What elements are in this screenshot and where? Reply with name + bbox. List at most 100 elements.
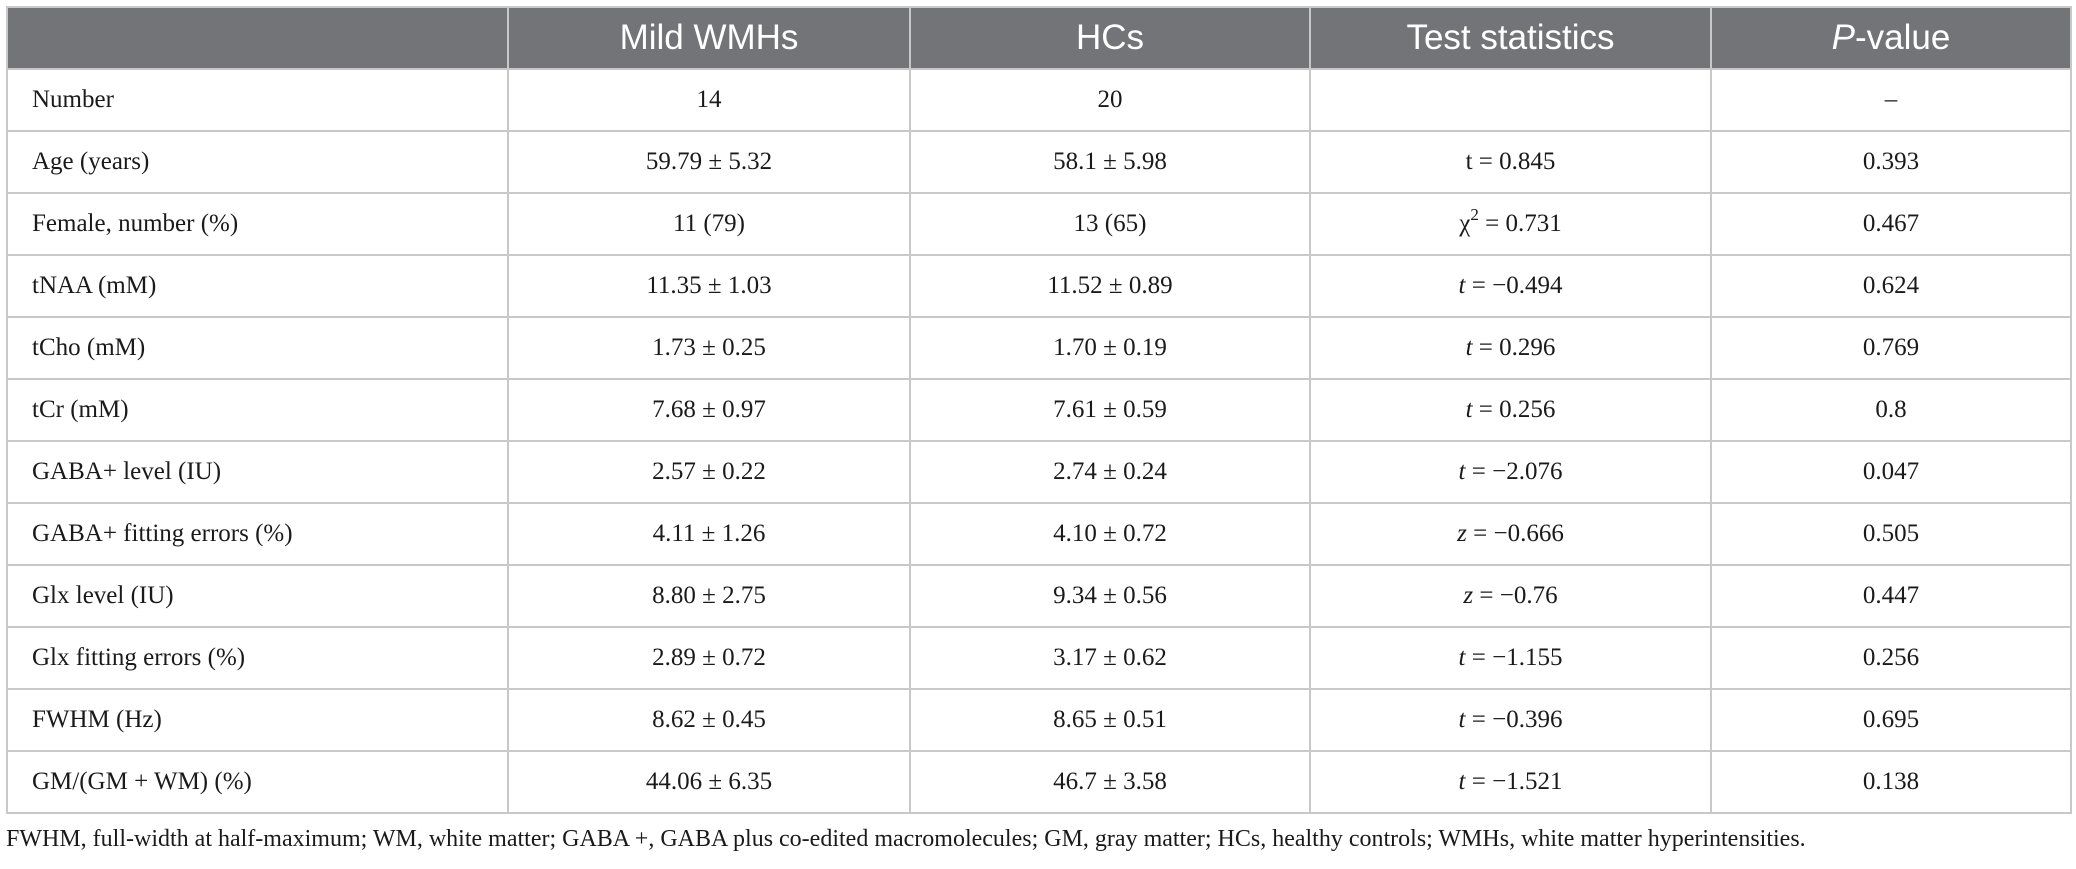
p-value-cell: 0.138	[1710, 750, 2072, 814]
table-row: GABA+ level (IU) 2.57 ± 0.22 2.74 ± 0.24 t …	[6, 440, 2072, 504]
row-label-cell: GABA+ level (IU)	[6, 440, 509, 504]
test-statistic-cell: t = 0.845	[1309, 130, 1712, 194]
hcs-cell: 46.7 ± 3.58	[909, 750, 1311, 814]
test-statistic-symbol: χ	[1459, 210, 1471, 237]
p-value-cell: –	[1710, 68, 2072, 132]
results-table-container: Mild WMHs HCs Test statistics P-value Nu…	[6, 6, 2072, 814]
test-statistic-value: = 0.845	[1472, 148, 1556, 175]
mild-wmhs-cell: 2.57 ± 0.22	[507, 440, 911, 504]
hcs-cell: 1.70 ± 0.19	[909, 316, 1311, 380]
test-statistic-symbol: t	[1465, 334, 1473, 361]
test-statistic-value: = −2.076	[1465, 458, 1563, 485]
row-label-cell: tNAA (mM)	[6, 254, 509, 318]
test-statistic-value: = −1.521	[1465, 768, 1563, 795]
p-value-cell: 0.8	[1710, 378, 2072, 442]
table-row: Glx level (IU) 8.80 ± 2.75 9.34 ± 0.56 z = …	[6, 564, 2072, 628]
row-label-cell: Glx level (IU)	[6, 564, 509, 628]
row-label-cell: GM/(GM + WM) (%)	[6, 750, 509, 814]
test-statistic-value: = −0.76	[1473, 582, 1558, 609]
mild-wmhs-cell: 14	[507, 68, 911, 132]
header-cell-hcs: HCs	[909, 6, 1311, 70]
table-row: Number 14 20 –	[6, 68, 2072, 132]
row-label-cell: Female, number (%)	[6, 192, 509, 256]
row-label-cell: Number	[6, 68, 509, 132]
table-row: GM/(GM + WM) (%) 44.06 ± 6.35 46.7 ± 3.58 t…	[6, 750, 2072, 814]
mild-wmhs-cell: 8.62 ± 0.45	[507, 688, 911, 752]
row-label-cell: GABA+ fitting errors (%)	[6, 502, 509, 566]
mild-wmhs-cell: 11.35 ± 1.03	[507, 254, 911, 318]
table-footnote: FWHM, full-width at half-maximum; WM, wh…	[6, 826, 1806, 852]
mild-wmhs-cell: 4.11 ± 1.26	[507, 502, 911, 566]
p-value-cell: 0.467	[1710, 192, 2072, 256]
test-statistic-symbol: t	[1458, 272, 1466, 299]
test-statistic-symbol: t	[1458, 644, 1466, 671]
test-statistic-symbol: t	[1465, 148, 1473, 175]
row-label-cell: tCho (mM)	[6, 316, 509, 380]
test-statistic-superscript: 2	[1470, 205, 1479, 224]
table-row: Glx fitting errors (%) 2.89 ± 0.72 3.17 ± …	[6, 626, 2072, 690]
test-statistic-cell: t = −0.396	[1309, 688, 1712, 752]
hcs-cell: 9.34 ± 0.56	[909, 564, 1311, 628]
test-statistic-cell: t = −1.155	[1309, 626, 1712, 690]
header-cell-mild-wmhs: Mild WMHs	[507, 6, 911, 70]
test-statistic-value: = 0.731	[1478, 210, 1562, 237]
p-value-cell: 0.769	[1710, 316, 2072, 380]
table-row: Female, number (%) 11 (79) 13 (65) χ2 = 0.7…	[6, 192, 2072, 256]
row-label-cell: tCr (mM)	[6, 378, 509, 442]
p-value-cell: 0.505	[1710, 502, 2072, 566]
test-statistic-symbol: z	[1457, 520, 1467, 547]
mild-wmhs-cell: 7.68 ± 0.97	[507, 378, 911, 442]
hcs-cell: 7.61 ± 0.59	[909, 378, 1311, 442]
header-cell-label	[6, 6, 509, 70]
test-statistic-value: = −0.666	[1466, 520, 1564, 547]
hcs-cell: 13 (65)	[909, 192, 1311, 256]
hcs-cell: 4.10 ± 0.72	[909, 502, 1311, 566]
test-statistic-cell	[1309, 68, 1712, 132]
test-statistic-cell: t = 0.256	[1309, 378, 1712, 442]
test-statistic-symbol: t	[1465, 396, 1473, 423]
mild-wmhs-cell: 8.80 ± 2.75	[507, 564, 911, 628]
hcs-cell: 58.1 ± 5.98	[909, 130, 1311, 194]
table-row: tCr (mM) 7.68 ± 0.97 7.61 ± 0.59 t = 0.256 0…	[6, 378, 2072, 442]
mild-wmhs-cell: 2.89 ± 0.72	[507, 626, 911, 690]
header-cell-test-statistics: Test statistics	[1309, 6, 1712, 70]
p-value-cell: 0.624	[1710, 254, 2072, 318]
p-value-cell: 0.256	[1710, 626, 2072, 690]
test-statistic-cell: t = 0.296	[1309, 316, 1712, 380]
mild-wmhs-cell: 1.73 ± 0.25	[507, 316, 911, 380]
hcs-cell: 11.52 ± 0.89	[909, 254, 1311, 318]
hcs-cell: 8.65 ± 0.51	[909, 688, 1311, 752]
test-statistic-value: = −0.494	[1465, 272, 1563, 299]
p-value-cell: 0.393	[1710, 130, 2072, 194]
test-statistic-value: = −0.396	[1465, 706, 1563, 733]
hcs-cell: 20	[909, 68, 1311, 132]
p-value-cell: 0.695	[1710, 688, 2072, 752]
test-statistic-cell: t = −2.076	[1309, 440, 1712, 504]
hcs-cell: 2.74 ± 0.24	[909, 440, 1311, 504]
mild-wmhs-cell: 44.06 ± 6.35	[507, 750, 911, 814]
mild-wmhs-cell: 11 (79)	[507, 192, 911, 256]
test-statistic-cell: z = −0.76	[1309, 564, 1712, 628]
p-value-cell: 0.047	[1710, 440, 2072, 504]
header-row: Mild WMHs HCs Test statistics P-value	[6, 6, 2072, 70]
test-statistic-symbol: t	[1458, 768, 1466, 795]
test-statistic-cell: t = −1.521	[1309, 750, 1712, 814]
hcs-cell: 3.17 ± 0.62	[909, 626, 1311, 690]
table-row: Age (years) 59.79 ± 5.32 58.1 ± 5.98 t = 0.…	[6, 130, 2072, 194]
results-table: Mild WMHs HCs Test statistics P-value Nu…	[6, 6, 2072, 814]
test-statistic-value: = 0.256	[1472, 396, 1556, 423]
table-body: Number 14 20 – Age (years) 59.79 ± 5.32 58.1 ±…	[6, 68, 2072, 814]
table-row: tCho (mM) 1.73 ± 0.25 1.70 ± 0.19 t = 0.296…	[6, 316, 2072, 380]
table-row: FWHM (Hz) 8.62 ± 0.45 8.65 ± 0.51 t = −0.39…	[6, 688, 2072, 752]
test-statistic-value: = −1.155	[1465, 644, 1563, 671]
test-statistic-symbol: t	[1458, 458, 1466, 485]
mild-wmhs-cell: 59.79 ± 5.32	[507, 130, 911, 194]
row-label-cell: FWHM (Hz)	[6, 688, 509, 752]
table-row: GABA+ fitting errors (%) 4.11 ± 1.26 4.10 …	[6, 502, 2072, 566]
test-statistic-symbol: z	[1463, 582, 1474, 609]
test-statistic-symbol: t	[1458, 706, 1466, 733]
test-statistic-value: = 0.296	[1472, 334, 1556, 361]
table-row: tNAA (mM) 11.35 ± 1.03 11.52 ± 0.89 t = −0.…	[6, 254, 2072, 318]
test-statistic-cell: χ2 = 0.731	[1309, 192, 1712, 256]
test-statistic-cell: z = −0.666	[1309, 502, 1712, 566]
